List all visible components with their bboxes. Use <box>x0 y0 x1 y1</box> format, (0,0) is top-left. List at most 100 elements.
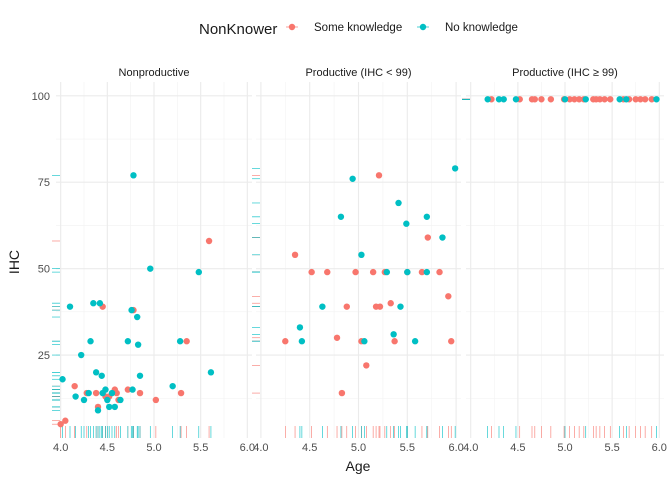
point-some-knowledge <box>113 389 120 397</box>
point-no-knowledge <box>169 382 176 390</box>
legend-key-point <box>288 23 296 31</box>
point-no-knowledge <box>108 389 116 397</box>
point-some-knowledge <box>566 96 573 103</box>
point-some-knowledge <box>571 96 578 103</box>
y-axis-label: IHC <box>6 250 22 274</box>
point-no-knowledge <box>85 389 92 397</box>
scatter-points <box>484 96 660 103</box>
x-tick-label: 4.0 <box>53 442 68 454</box>
rug-marks <box>252 168 456 438</box>
point-no-knowledge <box>390 331 397 338</box>
point-no-knowledge <box>397 303 404 310</box>
point-some-knowledge <box>547 96 555 103</box>
point-some-knowledge <box>607 96 614 103</box>
point-no-knowledge <box>147 265 154 272</box>
point-no-knowledge <box>106 403 113 411</box>
point-some-knowledge <box>57 420 64 428</box>
x-axis-label: Age <box>346 458 371 474</box>
point-some-knowledge <box>632 96 639 103</box>
facet-strip-label: Nonproductive <box>119 67 190 79</box>
point-some-knowledge <box>436 268 443 276</box>
point-no-knowledge <box>134 341 142 348</box>
gridlines <box>256 82 461 438</box>
x-tick-label: 6.0 <box>652 442 667 454</box>
point-no-knowledge <box>653 96 660 103</box>
point-no-knowledge <box>484 96 491 103</box>
point-no-knowledge <box>59 376 66 383</box>
rug-marks <box>52 175 212 438</box>
point-some-knowledge <box>124 386 132 393</box>
point-some-knowledge <box>418 268 426 276</box>
point-no-knowledge <box>98 372 105 379</box>
point-some-knowledge <box>531 96 539 103</box>
point-some-knowledge <box>308 268 315 276</box>
legend-entry-no-knowledge: No knowledge <box>417 22 518 34</box>
point-some-knowledge <box>152 396 160 404</box>
point-no-knowledge <box>319 303 326 310</box>
point-no-knowledge <box>296 324 304 331</box>
facet-strip-label: Productive (IHC < 99) <box>305 67 411 79</box>
point-no-knowledge <box>102 386 109 393</box>
point-no-knowledge <box>80 396 88 404</box>
point-no-knowledge <box>134 313 141 321</box>
facet-panel-2: Productive (IHC < 99) 4.0 4.5 5.0 5.5 6.0 <box>252 67 464 454</box>
point-some-knowledge <box>343 303 350 310</box>
point-no-knowledge <box>72 393 79 400</box>
x-tick-label: 4.5 <box>100 442 115 454</box>
point-no-knowledge <box>94 407 102 414</box>
point-no-knowledge <box>111 403 119 411</box>
facet-strip-label: Productive (IHC ≥ 99) <box>512 67 618 79</box>
point-some-knowledge <box>282 338 289 345</box>
point-some-knowledge <box>538 96 545 103</box>
x-tick-label: 4.5 <box>302 442 317 454</box>
point-no-knowledge <box>404 268 411 276</box>
point-no-knowledge <box>423 268 431 276</box>
point-no-knowledge <box>124 338 132 345</box>
facet-panel-3: Productive (IHC ≥ 99) 4.0 4.5 5.0 5.5 6.0 <box>462 67 667 454</box>
point-no-knowledge <box>298 338 306 345</box>
point-some-knowledge <box>92 389 100 397</box>
legend-entry-some-knowledge: Some knowledge <box>286 22 402 34</box>
point-no-knowledge <box>176 338 184 345</box>
point-no-knowledge <box>439 234 446 241</box>
x-tick-label: 4.5 <box>510 442 525 454</box>
point-some-knowledge <box>71 382 78 390</box>
point-some-knowledge <box>448 338 455 345</box>
point-no-knowledge <box>129 386 136 393</box>
point-no-knowledge <box>96 300 104 307</box>
scatter-points <box>282 165 459 397</box>
point-no-knowledge <box>561 96 569 103</box>
point-some-knowledge <box>183 338 190 345</box>
y-tick-label: 25 <box>38 350 50 362</box>
facet-panel-1: Nonproductive 4.0 4.5 5.0 5.5 6.0 25 50 75 100 <box>32 67 255 454</box>
point-some-knowledge <box>324 268 331 276</box>
legend-label: No knowledge <box>445 22 518 34</box>
point-no-knowledge <box>451 165 459 172</box>
y-tick-label: 50 <box>38 264 50 276</box>
point-some-knowledge <box>424 234 432 241</box>
point-some-knowledge <box>338 389 346 397</box>
point-no-knowledge <box>92 369 100 376</box>
point-no-knowledge <box>130 172 137 179</box>
x-tick-label: 5.0 <box>146 442 161 454</box>
rug-marks <box>462 98 657 438</box>
point-some-knowledge <box>575 96 583 103</box>
x-tick-label: 5.0 <box>557 442 572 454</box>
y-tick-label: 75 <box>38 177 50 189</box>
y-tick-label: 100 <box>32 91 50 103</box>
legend-label: Some knowledge <box>314 22 402 34</box>
point-no-knowledge <box>117 396 124 404</box>
scatter-points <box>57 172 215 428</box>
point-no-knowledge <box>87 338 94 345</box>
point-no-knowledge <box>616 96 623 103</box>
point-some-knowledge <box>391 338 398 345</box>
x-tick-label: 5.5 <box>193 442 208 454</box>
x-tick-label: 4.0 <box>253 442 268 454</box>
point-no-knowledge <box>395 199 402 207</box>
x-tick-label: 5.0 <box>351 442 366 454</box>
point-no-knowledge <box>423 213 431 220</box>
point-some-knowledge <box>363 362 370 369</box>
point-some-knowledge <box>177 389 185 397</box>
x-tick-label: 4.0 <box>463 442 478 454</box>
point-some-knowledge <box>601 96 608 103</box>
